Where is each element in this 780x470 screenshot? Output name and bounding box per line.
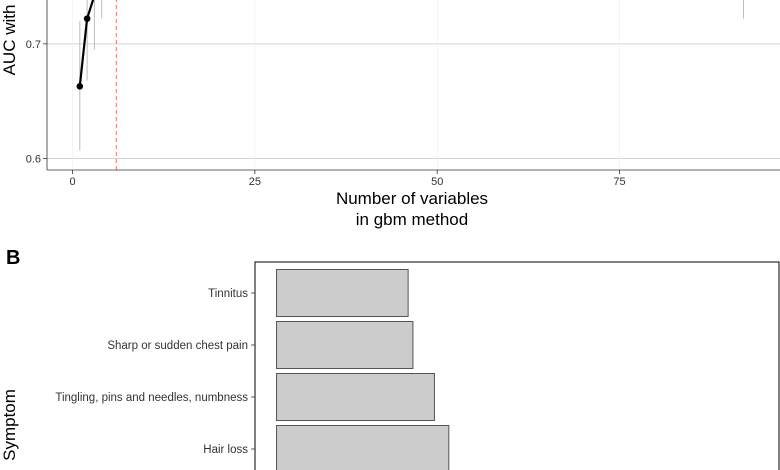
panel-b-bar <box>276 269 409 317</box>
panel-a-y-tick-label: 0.7 <box>26 39 41 51</box>
panel-a-y-axis-title: AUC with <box>0 5 19 76</box>
panel-b-bars <box>276 269 450 470</box>
panel-a-plot-background <box>47 0 780 170</box>
panel-a: 0.6 0.7 0 25 50 75 AUC with Number of variab… <box>0 0 780 229</box>
panel-a-data-point <box>76 82 84 90</box>
panel-b-category-labels: Tinnitus Sharp or sudden chest pain Tingli… <box>55 288 255 456</box>
panel-a-x-axis-title-line2: in gbm method <box>356 210 468 229</box>
panel-b-category-label: Sharp or sudden chest pain <box>107 340 248 352</box>
panel-a-x-tick-label: 25 <box>249 176 261 188</box>
panel-a-x-axis-title-line1: Number of variables <box>336 189 488 208</box>
panel-a-x-tick-label: 75 <box>613 176 625 188</box>
panel-b-category-label: Tingling, pins and needles, numbness <box>55 392 248 404</box>
panel-a-x-tick-label: 50 <box>431 176 443 188</box>
panel-b-y-axis-title: Symptom <box>0 389 19 461</box>
panel-a-x-ticks: 0 25 50 75 <box>69 170 626 188</box>
panel-b-bar <box>276 321 414 369</box>
panel-b-category-label: Hair loss <box>203 444 248 456</box>
panel-b-category-label: Tinnitus <box>208 288 248 300</box>
panel-b-bar <box>276 373 435 421</box>
panel-b: B Tinnitus Sharp or sudden chest pain Ting… <box>0 247 780 470</box>
panel-a-y-tick-label: 0.6 <box>26 154 41 166</box>
panel-a-data-point <box>83 15 91 22</box>
panel-a-y-ticks: 0.6 0.7 <box>26 39 47 166</box>
panel-b-bar <box>276 425 450 470</box>
panel-b-label: B <box>6 247 20 269</box>
panel-a-gridlines <box>47 0 780 170</box>
panel-a-points <box>76 15 91 90</box>
panel-a-x-tick-label: 0 <box>69 176 75 188</box>
panel-a-series-line <box>78 0 95 87</box>
